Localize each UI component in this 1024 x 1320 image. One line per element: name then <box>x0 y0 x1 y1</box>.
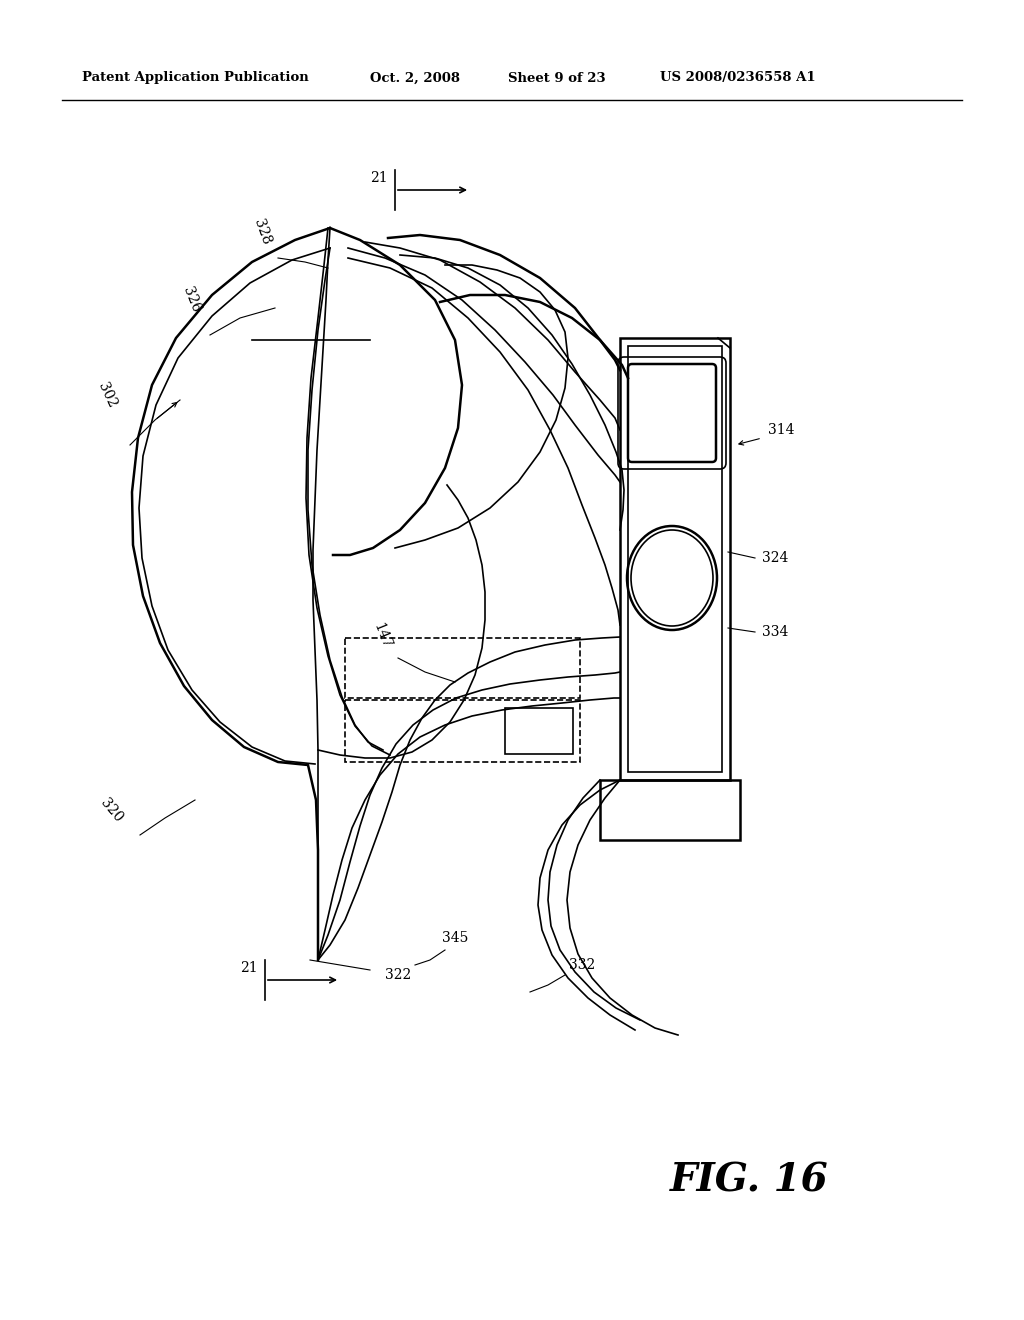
Text: 328: 328 <box>251 218 273 247</box>
Text: 324: 324 <box>762 550 788 565</box>
Text: 326: 326 <box>180 285 204 314</box>
Bar <box>600 780 740 840</box>
Bar <box>628 346 722 772</box>
Text: 21: 21 <box>241 961 258 975</box>
Bar <box>620 338 730 780</box>
Text: Sheet 9 of 23: Sheet 9 of 23 <box>508 71 605 84</box>
Text: 147: 147 <box>371 620 393 651</box>
Bar <box>505 708 573 754</box>
Text: 345: 345 <box>441 931 468 945</box>
Text: 332: 332 <box>569 958 595 972</box>
Text: 322: 322 <box>385 968 411 982</box>
Text: 21: 21 <box>371 172 388 185</box>
Text: 314: 314 <box>768 422 795 437</box>
Text: US 2008/0236558 A1: US 2008/0236558 A1 <box>660 71 816 84</box>
Text: 320: 320 <box>98 796 126 825</box>
Text: FIG. 16: FIG. 16 <box>670 1162 828 1199</box>
Bar <box>345 700 580 762</box>
Text: 302: 302 <box>95 380 119 409</box>
Text: Patent Application Publication: Patent Application Publication <box>82 71 309 84</box>
Text: Oct. 2, 2008: Oct. 2, 2008 <box>370 71 460 84</box>
Bar <box>345 638 580 698</box>
Text: 334: 334 <box>762 624 788 639</box>
